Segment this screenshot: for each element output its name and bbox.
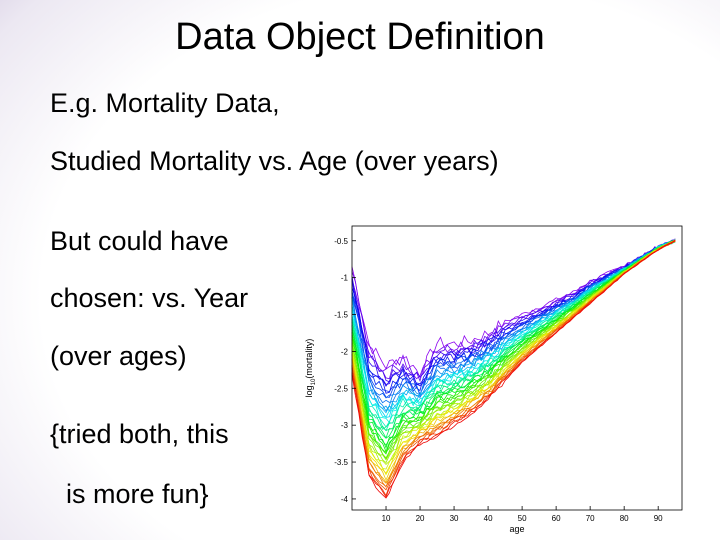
- y-axis-label-sub: 10: [311, 378, 317, 385]
- series-line: [351, 239, 676, 488]
- series-line: [351, 239, 676, 380]
- text-line-over-ages: (over ages): [50, 341, 187, 371]
- x-axis-label: age: [509, 524, 524, 534]
- x-tick-label: 60: [552, 514, 561, 523]
- x-tick-label: 80: [620, 514, 629, 523]
- text-line-studied: Studied Mortality vs. Age (over years): [50, 146, 499, 176]
- y-tick-label: -1.5: [334, 311, 348, 320]
- y-tick-label: -3.5: [334, 458, 348, 467]
- text-line-could-have: But could have: [50, 226, 229, 256]
- text-line-chosen: chosen: vs. Year: [50, 283, 249, 313]
- series-line: [351, 240, 676, 439]
- y-axis-label-log: log: [304, 385, 314, 397]
- slide-title: Data Object Definition: [175, 16, 545, 58]
- mortality-chart: 10 20 30 40 50 60 70 80 90 -0.5 -1 -1.5 -2 -2.5 -3 -3.5…: [304, 225, 683, 534]
- series-line: [351, 240, 676, 414]
- plot-frame: [351, 225, 683, 511]
- text-line-more-fun: is more fun}: [66, 479, 209, 509]
- chart-panel: 10 20 30 40 50 60 70 80 90 -0.5 -1 -1.5 -2 -2.5 -3 -3.5…: [282, 210, 720, 540]
- tick-group: 10 20 30 40 50 60 70 80 90 -0.5 -1 -1.5 -2 -2.5 -3 -3.5…: [334, 237, 663, 523]
- text-line-example: E.g. Mortality Data,: [50, 88, 280, 118]
- series-line: [351, 240, 676, 465]
- y-tick-label: -2.5: [334, 384, 348, 393]
- x-tick-label: 70: [586, 514, 595, 523]
- series-line: [351, 239, 676, 498]
- series-line: [351, 240, 676, 459]
- y-tick-label: -4: [341, 495, 349, 504]
- series-line: [351, 239, 676, 387]
- text-line-tried-both: {tried both, this: [50, 419, 229, 449]
- y-axis-label-rest: (mortality): [304, 339, 314, 379]
- x-tick-label: 10: [382, 514, 391, 523]
- series-line: [351, 239, 676, 499]
- series-line: [351, 240, 676, 432]
- x-tick-label: 90: [654, 514, 663, 523]
- series-line: [351, 239, 676, 383]
- y-tick-label: -2: [341, 347, 349, 356]
- y-tick-label: -1: [341, 274, 349, 283]
- x-tick-label: 40: [484, 514, 493, 523]
- x-tick-label: 50: [518, 514, 527, 523]
- series-group: [351, 238, 676, 499]
- series-line: [351, 241, 676, 424]
- y-axis-label: log10(mortality): [304, 339, 317, 398]
- y-tick-label: -3: [341, 421, 349, 430]
- series-line: [351, 241, 676, 394]
- x-tick-label: 20: [416, 514, 425, 523]
- x-tick-label: 30: [450, 514, 459, 523]
- y-tick-label: -0.5: [334, 237, 348, 246]
